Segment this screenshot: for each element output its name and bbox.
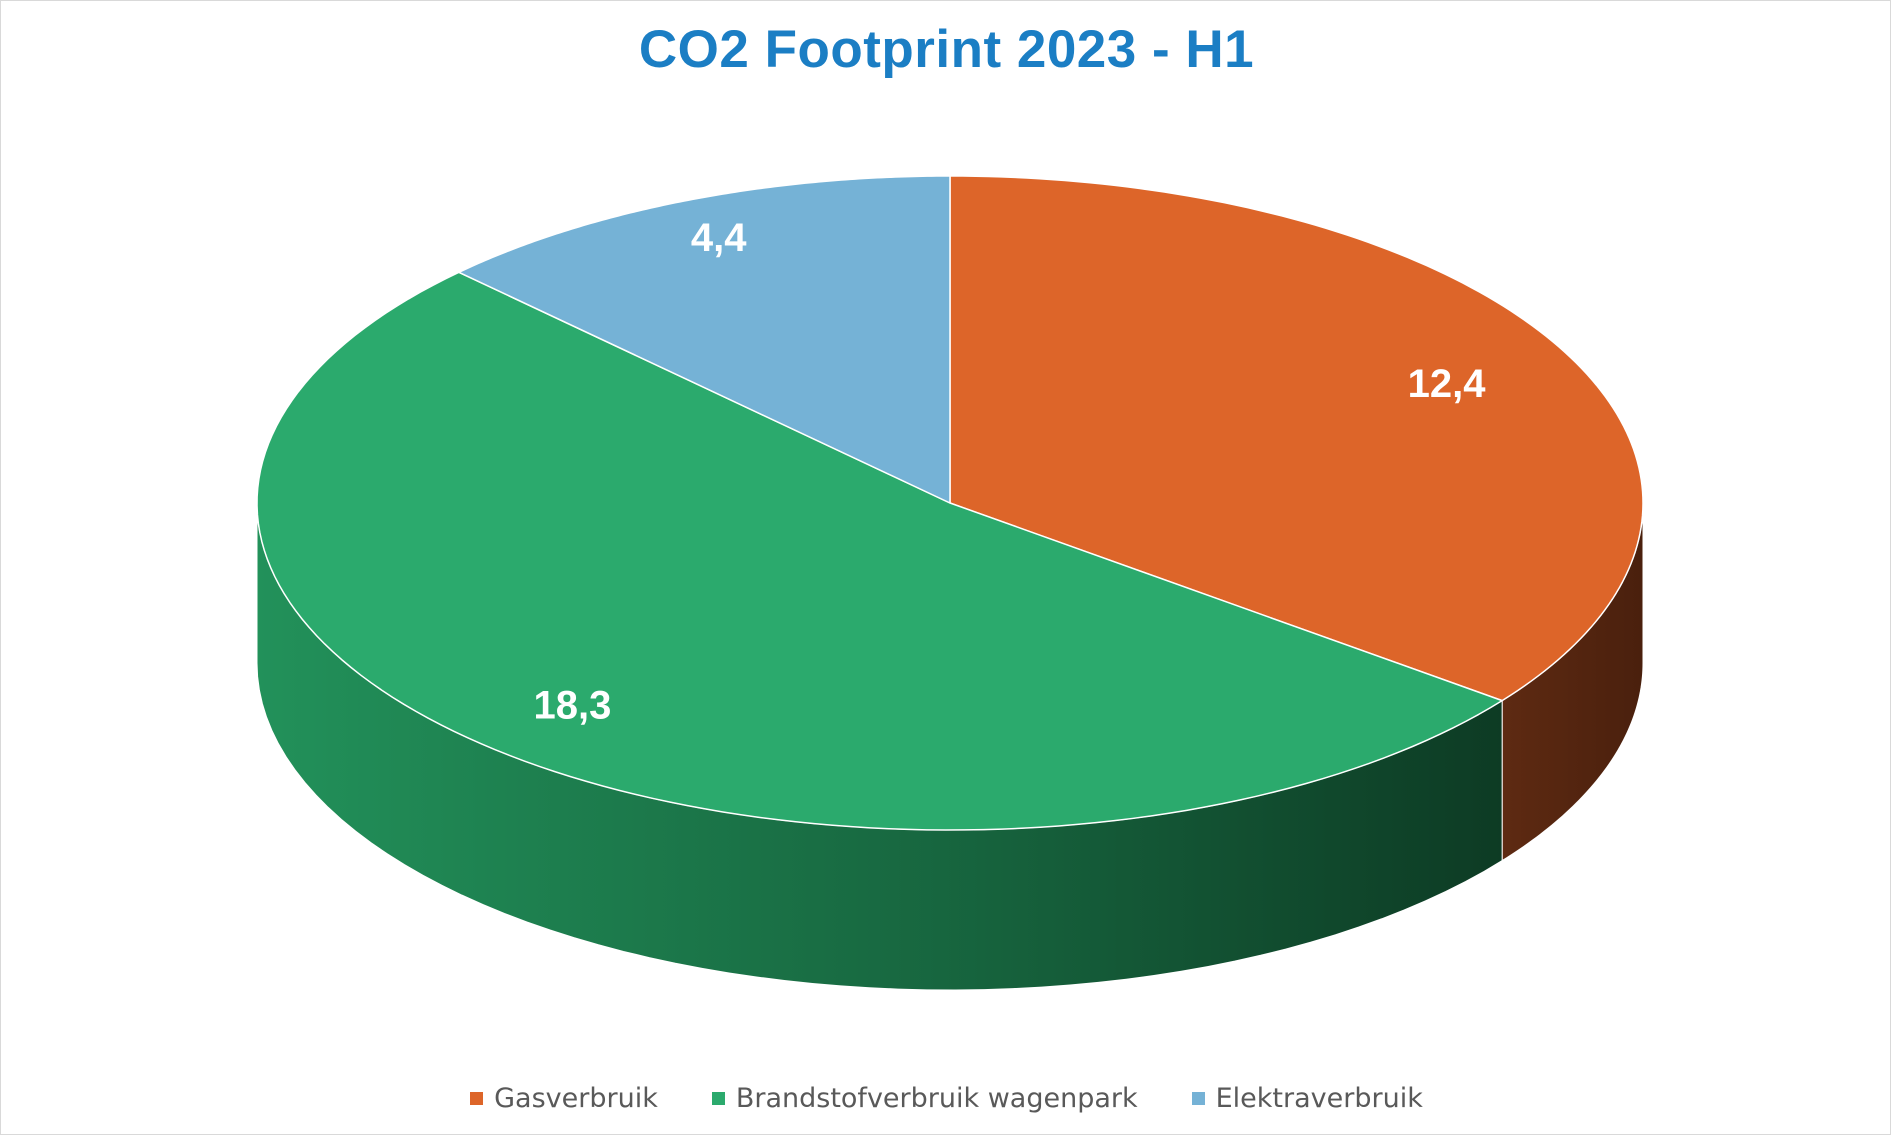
pie-slice-brandstofverbruik-wagenpark	[256, 271, 1503, 831]
legend-item-gasverbruik: Gasverbruik	[470, 1083, 658, 1114]
legend-label: Gasverbruik	[494, 1083, 658, 1114]
data-label-gasverbruik: 12,4	[1408, 362, 1487, 406]
chart-title: CO2 Footprint 2023 - H1	[638, 20, 1255, 79]
chart-legend: Gasverbruik Brandstofverbruik wagenpark …	[1, 1083, 1891, 1114]
data-label-elektraverbruik: 4,4	[691, 216, 747, 260]
data-label-brandstofverbruik-wagenpark: 18,3	[534, 683, 612, 727]
legend-label: Brandstofverbruik wagenpark	[735, 1083, 1138, 1114]
legend-item-elektraverbruik: Elektraverbruik	[1191, 1083, 1423, 1114]
pie-slice-elektraverbruik	[458, 175, 951, 504]
legend-swatch	[1191, 1092, 1205, 1105]
legend-item-brandstofverbruik-wagenpark: Brandstofverbruik wagenpark	[711, 1083, 1138, 1114]
legend-swatch	[470, 1092, 484, 1105]
legend-swatch	[711, 1092, 725, 1105]
legend-label: Elektraverbruik	[1215, 1083, 1423, 1114]
pie-slice-gasverbruik	[949, 175, 1644, 702]
